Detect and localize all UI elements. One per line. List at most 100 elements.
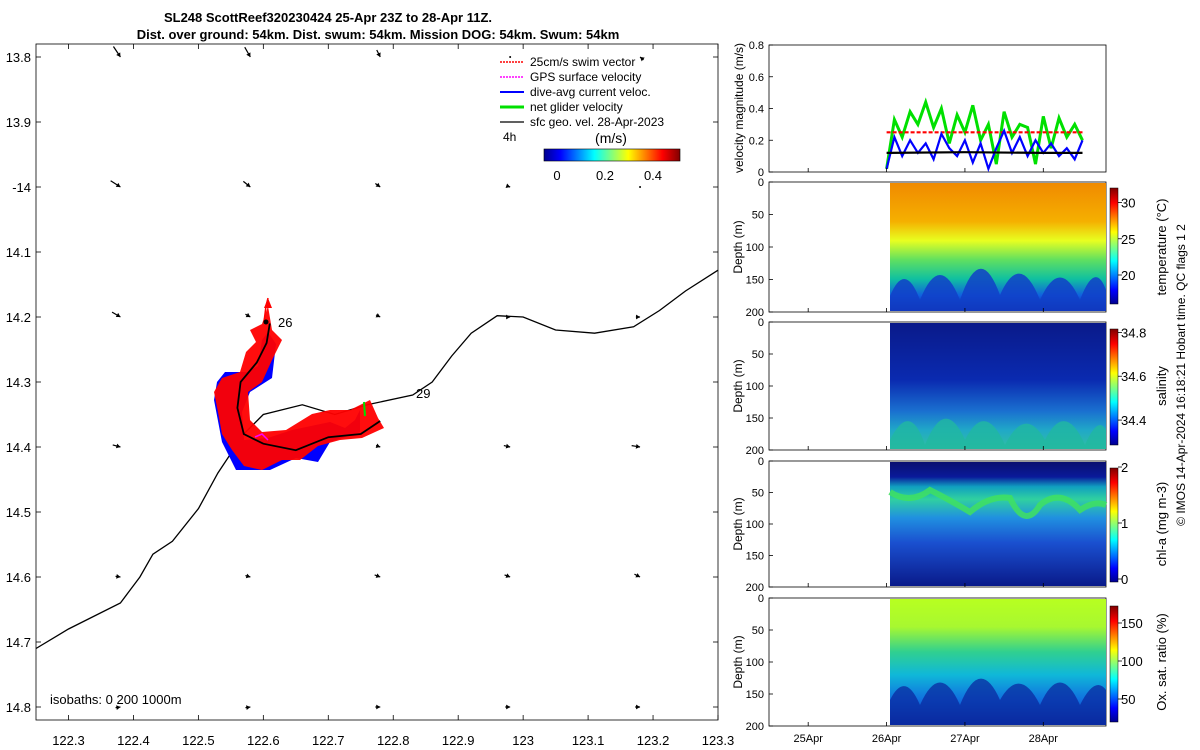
depth-axis-label: Depth (m) bbox=[731, 359, 745, 412]
map-y-tick-label: 14.6 bbox=[6, 570, 31, 585]
depth-tick-label: 150 bbox=[746, 551, 764, 563]
depth-tick-label: 100 bbox=[746, 519, 764, 531]
sfc-geo-vector-head bbox=[245, 312, 251, 318]
time-tick-label: 25Apr bbox=[794, 733, 824, 745]
net-glider-velocity bbox=[363, 401, 366, 417]
depth-tick-label: 0 bbox=[758, 317, 764, 329]
map-y-tick-label: 14.4 bbox=[6, 440, 31, 455]
sfc-geo-vector-head bbox=[116, 52, 121, 57]
map-y-tick-label: -14 bbox=[12, 180, 31, 195]
sfc-geo-vector-head bbox=[116, 705, 121, 710]
salinity-deep-layer bbox=[890, 418, 1106, 449]
sfc-geo-vector-head bbox=[115, 182, 121, 187]
sfc-geo-vector-head bbox=[376, 52, 381, 57]
depth-tick-label: 150 bbox=[746, 275, 764, 287]
time-axis: 25Apr 26Apr 27Apr 28Apr bbox=[794, 168, 1059, 745]
legend-label-swim: 25cm/s swim vector bbox=[530, 55, 635, 69]
map-x-tick-label: 123.3 bbox=[702, 733, 735, 748]
colorbar-label: chl-a (mg m-3) bbox=[1154, 482, 1169, 567]
sfc-geo-vector-head bbox=[115, 312, 121, 318]
sfc-geo-vector-head bbox=[636, 704, 641, 710]
colorbar-tick-label: 20 bbox=[1121, 268, 1135, 283]
oxygen-deep-layer bbox=[890, 678, 1106, 725]
sfc-geo-vector-head bbox=[245, 573, 251, 579]
colorbar-label: Ox. sat. ratio (%) bbox=[1154, 613, 1169, 711]
time-tick-label: 27Apr bbox=[950, 733, 980, 745]
legend-label-gps: GPS surface velocity bbox=[530, 70, 641, 84]
depth-axis-label: Depth (m) bbox=[731, 497, 745, 550]
map-x-tick-label: 122.5 bbox=[182, 733, 215, 748]
isobath-line bbox=[35, 269, 719, 650]
temperature-panel bbox=[768, 181, 1107, 313]
sfc-geo-vector bbox=[639, 186, 642, 188]
provenance-note: © IMOS 14-Apr-2024 16:18:21 Hobart time.… bbox=[1174, 224, 1188, 526]
depth-tick-label: 50 bbox=[752, 349, 764, 361]
velocity-series bbox=[885, 97, 1084, 173]
sfc-geo-vector-head bbox=[505, 183, 511, 189]
depth-tick-label: 50 bbox=[752, 210, 764, 222]
glider-track bbox=[236, 323, 381, 452]
legend-label-dive: dive-avg current veloc. bbox=[530, 85, 651, 99]
map-y-tick-label: 14.5 bbox=[6, 505, 31, 520]
map-x-tick-label: 122.9 bbox=[442, 733, 475, 748]
colorbar-label: salinity bbox=[1154, 366, 1169, 406]
oxygen-colorbar bbox=[1109, 605, 1119, 723]
title-line-2: Dist. over ground: 54km. Dist. swum: 54k… bbox=[137, 27, 620, 42]
salinity-colorbar bbox=[1109, 328, 1119, 446]
sfc-geo-vector-head bbox=[375, 182, 381, 187]
swim-vector-fan bbox=[214, 306, 384, 470]
velocity-panel: 0 0.2 0.4 0.6 0.8 velocity magnitude (m/s) bbox=[732, 40, 1107, 179]
sfc-geo-vector-head bbox=[375, 573, 381, 578]
velocity-y-tick-label: 0 bbox=[758, 167, 764, 179]
sfc-geo-vector-head bbox=[246, 52, 251, 57]
chla-colorbar bbox=[1109, 467, 1119, 583]
map-y-tick-label: 14.2 bbox=[6, 310, 31, 325]
temperature-colorbar bbox=[1109, 187, 1119, 305]
velocity-y-ticks: 0 0.2 0.4 0.6 0.8 bbox=[749, 40, 773, 179]
velocity-y-tick-label: 0.4 bbox=[749, 104, 764, 116]
velocity-y-tick-label: 0.6 bbox=[749, 72, 764, 84]
colorbar-unit-label: (m/s) bbox=[595, 130, 627, 146]
depth-tick-label: 200 bbox=[746, 307, 764, 319]
sfc-geo-vector-head bbox=[115, 443, 121, 449]
map-x-tick-label: 122.7 bbox=[312, 733, 345, 748]
sfc-geo-vector-head bbox=[376, 704, 381, 710]
isobath-note: isobaths: 0 200 1000m bbox=[50, 692, 182, 707]
depth-tick-label: 100 bbox=[746, 657, 764, 669]
colorbar-label: temperature (°C) bbox=[1154, 199, 1169, 296]
map-x-tick-label: 122.8 bbox=[377, 733, 410, 748]
map-x-tick-label: 123 bbox=[512, 733, 534, 748]
colorbar-tick-label: 34.8 bbox=[1121, 325, 1146, 340]
map-y-tick-label: 14.3 bbox=[6, 375, 31, 390]
map-y-tick-label: 13.9 bbox=[6, 115, 31, 130]
interval-label: 4h bbox=[503, 130, 516, 144]
map-panel: 122.3 122.4 122.5 122.6 122.7 122.8 122.9 123 12… bbox=[6, 43, 734, 748]
depth-tick-label: 100 bbox=[746, 381, 764, 393]
track-label-29: 29 bbox=[416, 386, 430, 401]
salinity-panel bbox=[768, 321, 1107, 451]
sfc-geo-vector-head bbox=[375, 443, 381, 449]
colorbar-tick-label: 34.4 bbox=[1121, 413, 1146, 428]
sfc-geo-vector-head bbox=[375, 313, 381, 318]
map-x-tick-label: 122.4 bbox=[117, 733, 150, 748]
time-tick-label: 28Apr bbox=[1029, 733, 1059, 745]
time-tick-label: 26Apr bbox=[872, 733, 902, 745]
chla-panel bbox=[768, 460, 1108, 588]
colorbar-tick-label: 25 bbox=[1121, 232, 1135, 247]
sfc-geo-vector-head bbox=[506, 314, 511, 320]
glider-velocity-swath bbox=[214, 297, 384, 470]
depth-tick-label: 150 bbox=[746, 689, 764, 701]
colorbar-tick-0: 0 bbox=[553, 168, 560, 183]
colorbar-tick-label: 30 bbox=[1121, 196, 1135, 211]
colorbar-tick-label: 2 bbox=[1121, 460, 1128, 475]
sfc-geo-vector-head bbox=[116, 574, 121, 579]
map-x-ticks: 122.3 122.4 122.5 122.6 122.7 122.8 122.9 123 12… bbox=[52, 44, 734, 748]
surface-geostrophic-vectors bbox=[110, 46, 645, 710]
depth-tick-label: 0 bbox=[758, 593, 764, 605]
depth-tick-label: 50 bbox=[752, 625, 764, 637]
chla-maximum-layer bbox=[888, 486, 1108, 519]
oxygen-panel bbox=[768, 597, 1107, 727]
depth-tick-label: 100 bbox=[746, 242, 764, 254]
